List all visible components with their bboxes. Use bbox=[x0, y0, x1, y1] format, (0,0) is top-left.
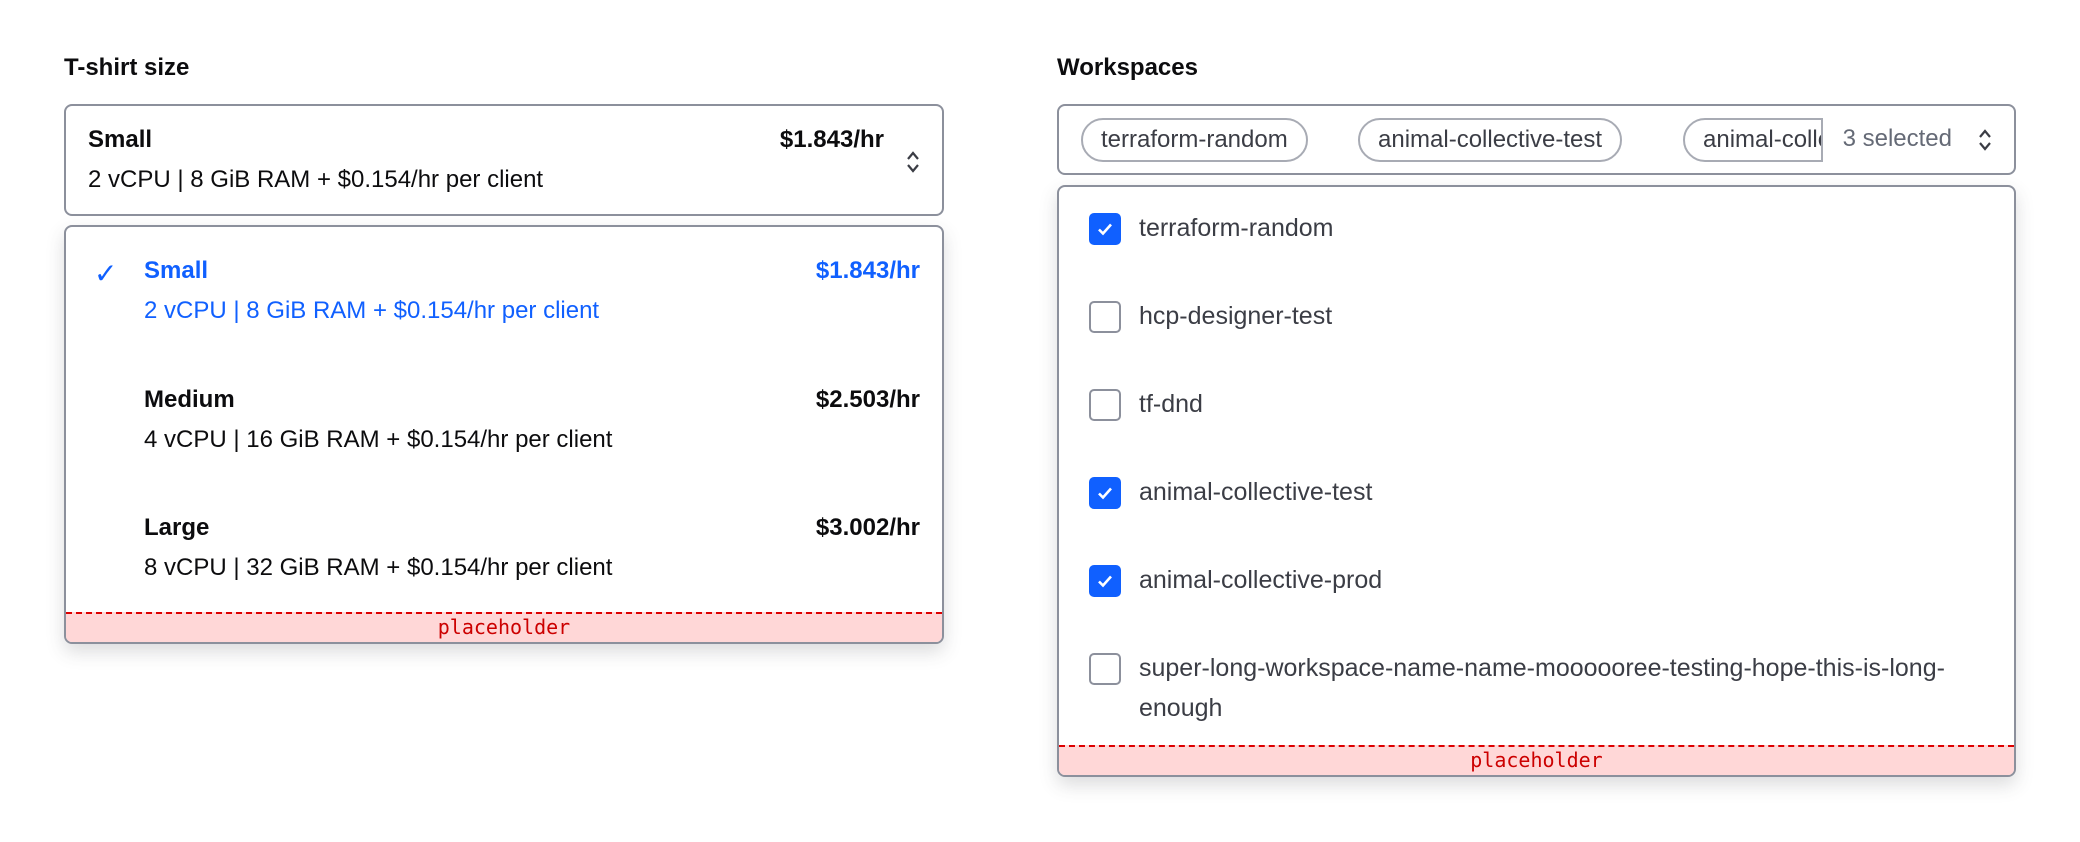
workspace-chip[interactable]: terraform-random bbox=[1081, 118, 1308, 162]
workspaces-multiselect[interactable]: terraform-random animal-collective-test … bbox=[1057, 104, 2016, 175]
checkbox[interactable] bbox=[1089, 565, 1121, 597]
option-price: $1.843/hr bbox=[815, 257, 920, 284]
option-large[interactable]: Large $3.002/hr 8 vCPU | 32 GiB RAM + $0… bbox=[66, 514, 942, 614]
tshirt-size-select[interactable]: Small $1.843/hr 2 vCPU | 8 GiB RAM + $0.… bbox=[64, 104, 944, 216]
checkbox[interactable] bbox=[1089, 389, 1121, 421]
workspace-option-label: animal-collective-prod bbox=[1139, 566, 1383, 594]
checkmark-icon bbox=[1098, 575, 1112, 588]
workspace-option-label: animal-collective-test bbox=[1139, 478, 1373, 506]
check-icon: ✓ bbox=[94, 258, 118, 289]
workspace-option-label: super-long-workspace-name-name-moooooree… bbox=[1139, 654, 1945, 722]
option-title: Medium bbox=[144, 386, 235, 413]
chevron-up-down-icon bbox=[906, 150, 920, 174]
option-title: Small bbox=[144, 257, 209, 284]
placeholder-region: placeholder bbox=[66, 612, 942, 642]
checkbox[interactable] bbox=[1089, 653, 1121, 685]
option-small[interactable]: ✓ Small $1.843/hr 2 vCPU | 8 GiB RAM + $… bbox=[66, 257, 942, 357]
workspaces-listbox: terraform-random hcp-designer-test tf-dnd a… bbox=[1057, 185, 2016, 777]
checkmark-icon bbox=[1098, 487, 1112, 500]
option-title: Large bbox=[144, 514, 210, 541]
tshirt-size-label: T-shirt size bbox=[64, 54, 190, 81]
option-medium[interactable]: Medium $2.503/hr 4 vCPU | 16 GiB RAM + $… bbox=[66, 386, 942, 486]
workspace-option-label: terraform-random bbox=[1139, 214, 1334, 242]
option-subtitle: 2 vCPU | 8 GiB RAM + $0.154/hr per clien… bbox=[144, 297, 600, 324]
option-subtitle: 4 vCPU | 16 GiB RAM + $0.154/hr per clie… bbox=[144, 426, 613, 453]
option-price: $2.503/hr bbox=[815, 386, 920, 413]
option-price: $3.002/hr bbox=[815, 514, 920, 541]
selected-price: $1.843/hr bbox=[779, 126, 884, 153]
workspace-option-label: tf-dnd bbox=[1139, 390, 1203, 418]
checkmark-icon bbox=[1098, 223, 1112, 236]
placeholder-region: placeholder bbox=[1059, 745, 2014, 775]
tshirt-size-listbox: ✓ Small $1.843/hr 2 vCPU | 8 GiB RAM + $… bbox=[64, 225, 944, 644]
checkbox[interactable] bbox=[1089, 477, 1121, 509]
workspace-chip[interactable]: animal-collective-prod bbox=[1683, 118, 1823, 162]
selected-count: 3 selected bbox=[1842, 125, 1952, 152]
option-subtitle: 8 vCPU | 32 GiB RAM + $0.154/hr per clie… bbox=[144, 554, 613, 581]
selected-title: Small bbox=[88, 126, 153, 153]
chevron-up-down-icon bbox=[1978, 128, 1992, 152]
workspace-chip[interactable]: animal-collective-test bbox=[1358, 118, 1623, 162]
checkbox[interactable] bbox=[1089, 301, 1121, 333]
selected-subtitle: 2 vCPU | 8 GiB RAM + $0.154/hr per clien… bbox=[88, 166, 544, 193]
checkbox[interactable] bbox=[1089, 213, 1121, 245]
workspaces-label: Workspaces bbox=[1057, 54, 1198, 81]
workspace-option-label: hcp-designer-test bbox=[1139, 302, 1333, 330]
